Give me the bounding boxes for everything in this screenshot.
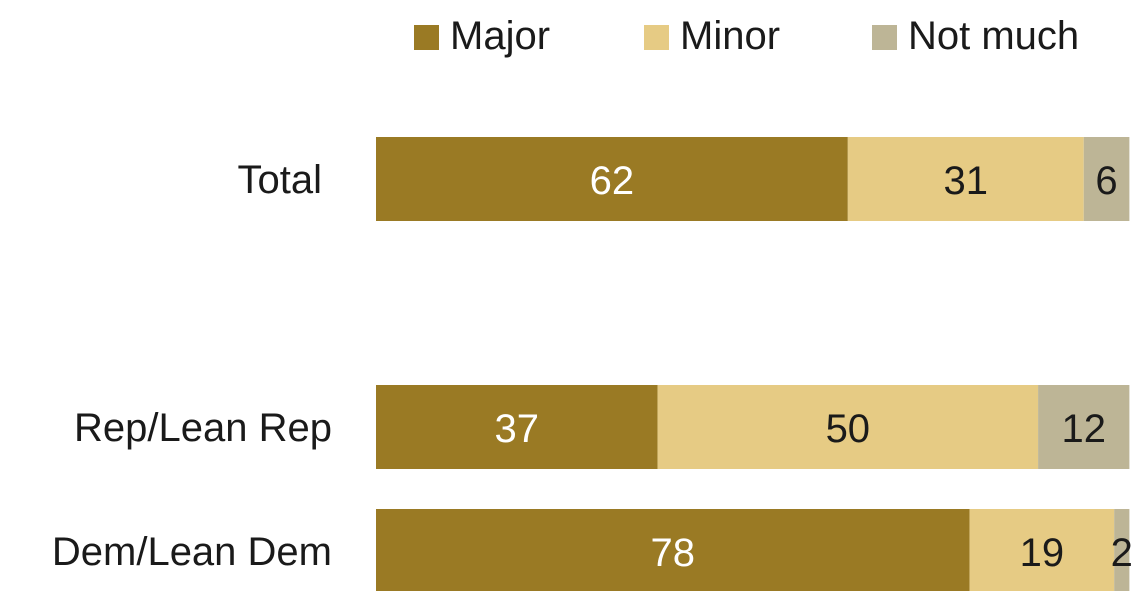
value-label-total-minor: 31: [944, 159, 989, 203]
value-labels: 62 31 6 37 50 12 78 19 2: [495, 159, 1133, 575]
bar-rep-lean-rep-not-much: [1038, 385, 1130, 469]
bars: [376, 137, 1130, 591]
value-label-rep-lean-rep-major: 37: [495, 407, 540, 451]
legend-label-major: Major: [450, 14, 550, 58]
value-label-total-major: 62: [590, 159, 635, 203]
category-label-total: Total: [238, 158, 323, 202]
value-label-rep-lean-rep-minor: 50: [826, 407, 871, 451]
category-labels: Total Rep/Lean Rep Dem/Lean Dem: [52, 158, 332, 574]
bar-dem-lean-dem-not-much: [1114, 509, 1130, 591]
value-label-dem-lean-dem-not-much: 2: [1111, 531, 1133, 575]
value-label-dem-lean-dem-minor: 19: [1020, 531, 1065, 575]
legend-label-minor: Minor: [680, 14, 780, 58]
bar-total-not-much: [1083, 137, 1130, 221]
bar-dem-lean-dem-minor: [969, 509, 1115, 591]
bar-total-major: [376, 137, 848, 221]
category-label-dem-lean-dem: Dem/Lean Dem: [52, 530, 332, 574]
value-label-dem-lean-dem-major: 78: [651, 531, 696, 575]
legend-swatch-major: [414, 25, 439, 50]
legend: Major Minor Not much: [414, 14, 1079, 58]
legend-label-not-much: Not much: [908, 14, 1079, 58]
legend-swatch-not-much: [872, 25, 897, 50]
bar-rep-lean-rep-major: [376, 385, 658, 469]
category-label-rep-lean-rep: Rep/Lean Rep: [74, 406, 332, 450]
bar-dem-lean-dem-major: [376, 509, 970, 591]
bar-rep-lean-rep-minor: [657, 385, 1039, 469]
bar-total-minor: [847, 137, 1084, 221]
value-label-rep-lean-rep-not-much: 12: [1061, 407, 1106, 451]
value-label-total-not-much: 6: [1095, 159, 1117, 203]
legend-swatch-minor: [644, 25, 669, 50]
